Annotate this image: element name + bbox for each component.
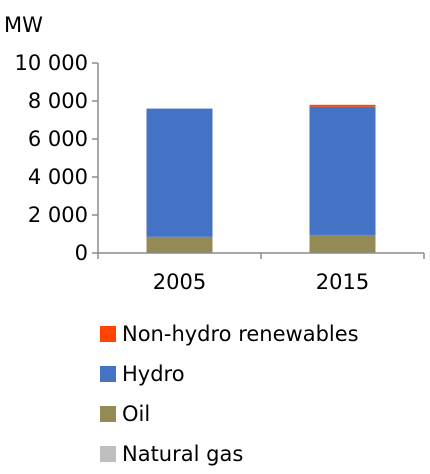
y-tick-label: 2 000: [28, 203, 88, 227]
bar-segment-oil-2015: [309, 234, 376, 253]
legend-swatch: [100, 446, 116, 462]
y-tick-label: 4 000: [28, 165, 88, 189]
legend-item: Natural gas: [100, 434, 359, 474]
chart: MW 0 2 000 4 000 6 000 8 000 10 000 2005 2015: [4, 13, 425, 294]
legend-item: Hydro: [100, 354, 359, 394]
legend-swatch: [100, 326, 116, 342]
y-tick-label: 6 000: [28, 127, 88, 151]
legend-label: Hydro: [122, 361, 185, 386]
legend-swatch: [100, 406, 116, 422]
bar-segment-non-hydro-renewables-2015: [309, 104, 376, 107]
legend-label: Oil: [122, 401, 151, 426]
x-axis: 2005 2015: [97, 252, 425, 294]
bars: [146, 104, 376, 253]
y-axis: 0 2 000 4 000 6 000 8 000 10 000: [15, 51, 99, 265]
legend-label: Non-hydro renewables: [122, 321, 359, 346]
x-tick-label: 2005: [153, 270, 206, 294]
legend: Non-hydro renewables Hydro Oil Natural gas: [100, 314, 359, 474]
unit-label: MW: [4, 13, 43, 37]
y-tick-label: 10 000: [15, 51, 88, 75]
bar-segment-hydro-2015: [309, 106, 376, 235]
y-tick-label: 0: [75, 241, 88, 265]
y-tick-label: 8 000: [28, 89, 88, 113]
legend-label: Natural gas: [122, 441, 244, 466]
bar-segment-oil-2005: [146, 236, 213, 253]
bar-segment-hydro-2005: [146, 108, 213, 237]
legend-item: Oil: [100, 394, 359, 434]
x-tick-label: 2015: [316, 270, 369, 294]
legend-item: Non-hydro renewables: [100, 314, 359, 354]
legend-swatch: [100, 366, 116, 382]
